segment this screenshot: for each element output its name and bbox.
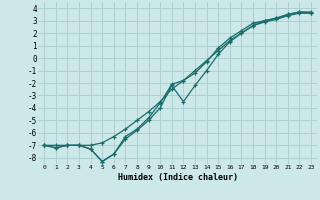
X-axis label: Humidex (Indice chaleur): Humidex (Indice chaleur) (118, 173, 238, 182)
